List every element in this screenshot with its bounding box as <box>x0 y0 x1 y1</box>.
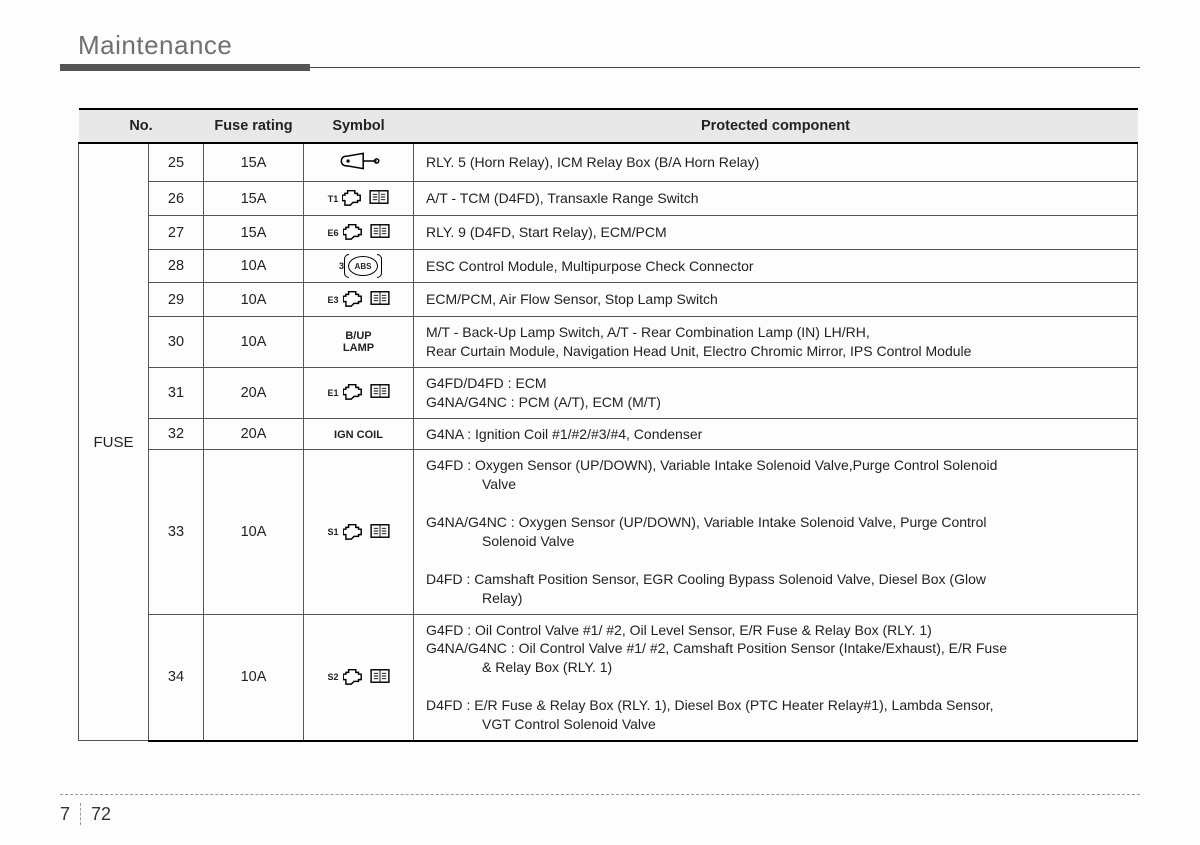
cell-no: 27 <box>149 216 204 250</box>
cell-rating: 20A <box>204 367 304 418</box>
engine-book-icon: E3 <box>327 289 389 310</box>
footer-dotline <box>60 794 1140 795</box>
page-num: 72 <box>91 804 111 825</box>
cell-symbol: IGN COIL <box>304 418 414 450</box>
col-symbol: Symbol <box>304 109 414 143</box>
cell-no: 33 <box>149 450 204 614</box>
engine-book-icon: S2 <box>327 667 389 688</box>
fuse-table: No. Fuse rating Symbol Protected compone… <box>78 108 1138 742</box>
cell-no: 32 <box>149 418 204 450</box>
symbol-text: B/UPLAMP <box>343 330 374 354</box>
cell-rating: 10A <box>204 614 304 741</box>
group-label: FUSE <box>79 143 149 741</box>
cell-desc: ECM/PCM, Air Flow Sensor, Stop Lamp Swit… <box>414 283 1138 317</box>
abs-icon: 3ABS <box>339 256 378 276</box>
cell-desc: G4FD : Oil Control Valve #1/ #2, Oil Lev… <box>414 614 1138 741</box>
table-row: 2615A T1 A/T - TCM (D4FD), Transaxle Range… <box>79 182 1138 216</box>
cell-rating: 10A <box>204 283 304 317</box>
page-footer: 7 72 <box>60 794 1140 825</box>
cell-rating: 15A <box>204 216 304 250</box>
table-row: 2910A E3 ECM/PCM, Air Flow Sensor, Stop La… <box>79 283 1138 317</box>
cell-no: 34 <box>149 614 204 741</box>
page-title: Maintenance <box>78 30 1160 61</box>
col-component: Protected component <box>414 109 1138 143</box>
engine-book-icon: S1 <box>327 522 389 543</box>
table-row: 2715A E6 RLY. 9 (D4FD, Start Relay), ECM/P… <box>79 216 1138 250</box>
title-rule <box>60 67 1140 68</box>
table-row: FUSE2515ARLY. 5 (Horn Relay), ICM Relay … <box>79 143 1138 182</box>
cell-symbol <box>304 143 414 182</box>
symbol-text: IGN COIL <box>334 429 383 441</box>
table-row: 3410A S2 G4FD : Oil Control Valve #1/ #2, … <box>79 614 1138 741</box>
chapter-number: 7 <box>60 804 70 825</box>
cell-rating: 15A <box>204 143 304 182</box>
cell-desc: RLY. 5 (Horn Relay), ICM Relay Box (B/A … <box>414 143 1138 182</box>
cell-no: 26 <box>149 182 204 216</box>
cell-rating: 10A <box>204 317 304 368</box>
cell-rating: 10A <box>204 450 304 614</box>
engine-book-icon: T1 <box>328 188 390 209</box>
cell-symbol: E3 <box>304 283 414 317</box>
engine-book-icon: E1 <box>327 382 389 403</box>
cell-desc: RLY. 9 (D4FD, Start Relay), ECM/PCM <box>414 216 1138 250</box>
cell-no: 28 <box>149 250 204 283</box>
table-row: 3310A S1 G4FD : Oxygen Sensor (UP/DOWN), V… <box>79 450 1138 614</box>
cell-symbol: 3ABS <box>304 250 414 283</box>
cell-desc: G4FD/D4FD : ECMG4NA/G4NC : PCM (A/T), EC… <box>414 367 1138 418</box>
cell-symbol: S2 <box>304 614 414 741</box>
col-no: No. <box>79 109 204 143</box>
table-row: 3120A E1 G4FD/D4FD : ECMG4NA/G4NC : PCM (A… <box>79 367 1138 418</box>
cell-no: 25 <box>149 143 204 182</box>
page-separator <box>80 803 81 825</box>
cell-desc: ESC Control Module, Multipurpose Check C… <box>414 250 1138 283</box>
page-number: 7 72 <box>60 803 1140 825</box>
col-rating: Fuse rating <box>204 109 304 143</box>
table-row: 2810A 3ABS ESC Control Module, Multipurpos… <box>79 250 1138 283</box>
cell-symbol: E6 <box>304 216 414 250</box>
table-header-row: No. Fuse rating Symbol Protected compone… <box>79 109 1138 143</box>
table-row: 3010A B/UPLAMP M/T - Back-Up Lamp Switch, … <box>79 317 1138 368</box>
cell-desc: M/T - Back-Up Lamp Switch, A/T - Rear Co… <box>414 317 1138 368</box>
cell-symbol: T1 <box>304 182 414 216</box>
engine-book-icon: E6 <box>327 222 389 243</box>
cell-desc: A/T - TCM (D4FD), Transaxle Range Switch <box>414 182 1138 216</box>
cell-desc: G4FD : Oxygen Sensor (UP/DOWN), Variable… <box>414 450 1138 614</box>
table-row: 3220A IGN COIL G4NA : Ignition Coil #1/#2/… <box>79 418 1138 450</box>
horn-icon <box>338 150 380 172</box>
cell-desc: G4NA : Ignition Coil #1/#2/#3/#4, Conden… <box>414 418 1138 450</box>
cell-symbol: E1 <box>304 367 414 418</box>
cell-no: 29 <box>149 283 204 317</box>
cell-rating: 15A <box>204 182 304 216</box>
cell-symbol: B/UPLAMP <box>304 317 414 368</box>
cell-symbol: S1 <box>304 450 414 614</box>
cell-no: 31 <box>149 367 204 418</box>
cell-rating: 20A <box>204 418 304 450</box>
cell-no: 30 <box>149 317 204 368</box>
cell-rating: 10A <box>204 250 304 283</box>
